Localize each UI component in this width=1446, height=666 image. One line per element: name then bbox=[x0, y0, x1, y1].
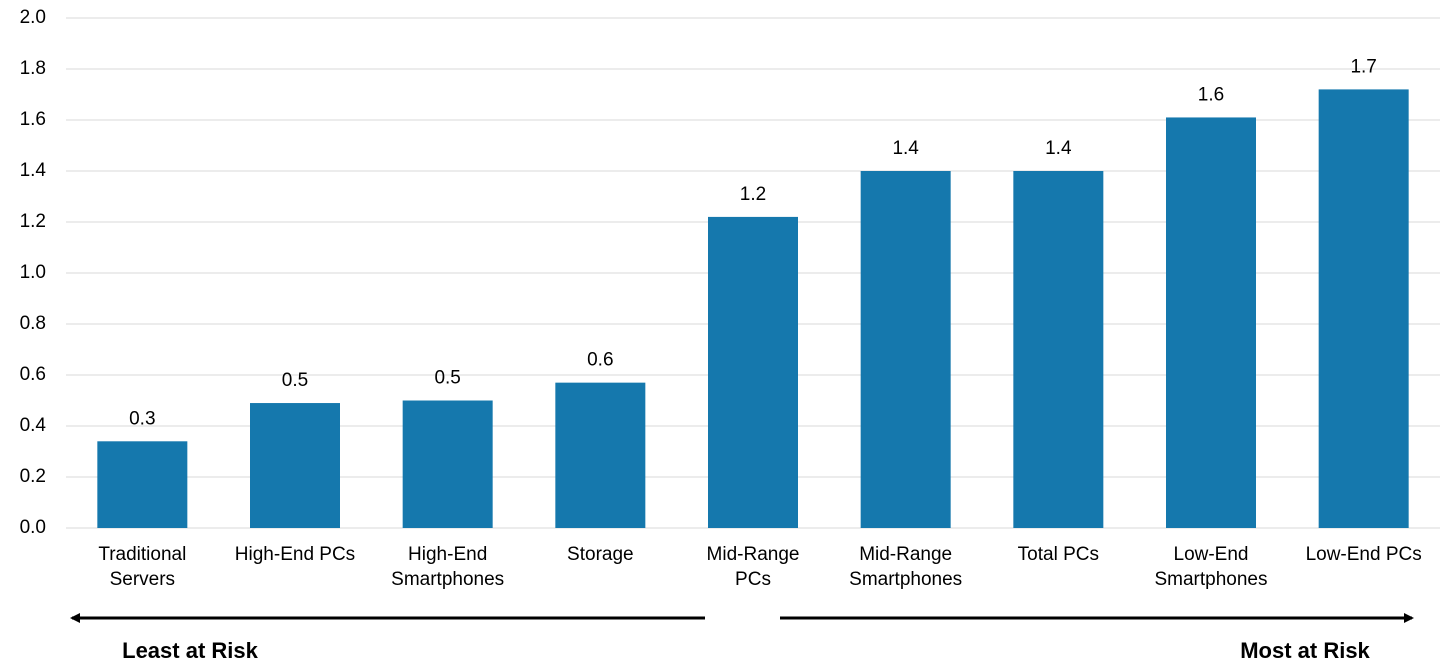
y-tick-label: 1.4 bbox=[20, 160, 47, 181]
y-tick-label: 0.6 bbox=[20, 364, 46, 385]
x-tick-label: Low-End Smartphones bbox=[1154, 544, 1267, 590]
y-tick-label: 0.4 bbox=[20, 415, 47, 436]
bar bbox=[1318, 89, 1409, 529]
bar bbox=[860, 171, 951, 528]
x-tick-label: Mid-Range PCs bbox=[707, 544, 800, 590]
x-tick-label: Mid-Range Smartphones bbox=[849, 544, 962, 590]
bar bbox=[708, 216, 798, 528]
bar bbox=[97, 441, 188, 528]
bar bbox=[1166, 117, 1256, 528]
data-label: 1.7 bbox=[1350, 56, 1376, 77]
bar bbox=[402, 400, 493, 528]
x-tick-label: Total PCs bbox=[1018, 544, 1099, 565]
data-label: 0.3 bbox=[129, 408, 155, 429]
annotation: Least at Risk bbox=[122, 638, 258, 663]
data-label: 1.4 bbox=[1045, 138, 1072, 159]
y-tick-label: 0.2 bbox=[20, 466, 46, 487]
y-tick-label: 0.8 bbox=[20, 313, 46, 334]
y-tick-label: 2.0 bbox=[20, 7, 46, 28]
data-label: 0.5 bbox=[434, 368, 460, 389]
bar bbox=[555, 382, 646, 528]
bar bbox=[1013, 171, 1104, 528]
x-tick-label: Traditional Servers bbox=[98, 544, 186, 590]
bar bbox=[250, 403, 340, 528]
data-label: 1.2 bbox=[740, 184, 766, 205]
x-tick-label: Low-End PCs bbox=[1306, 544, 1422, 565]
data-label: 0.5 bbox=[282, 370, 308, 391]
x-tick-label: Storage bbox=[567, 544, 634, 565]
y-tick-label: 1.8 bbox=[20, 58, 46, 79]
y-tick-label: 1.6 bbox=[20, 109, 46, 130]
y-tick-label: 0.0 bbox=[20, 517, 46, 538]
y-tick-label: 1.0 bbox=[20, 262, 46, 283]
data-label: 0.6 bbox=[587, 350, 613, 371]
x-tick-label: High-End Smartphones bbox=[391, 544, 504, 590]
annotation: Most at Risk bbox=[1240, 638, 1370, 663]
y-tick-label: 1.2 bbox=[20, 211, 46, 232]
data-label: 1.4 bbox=[892, 138, 919, 159]
x-tick-label: High-End PCs bbox=[235, 544, 355, 565]
data-label: 1.6 bbox=[1198, 84, 1224, 105]
